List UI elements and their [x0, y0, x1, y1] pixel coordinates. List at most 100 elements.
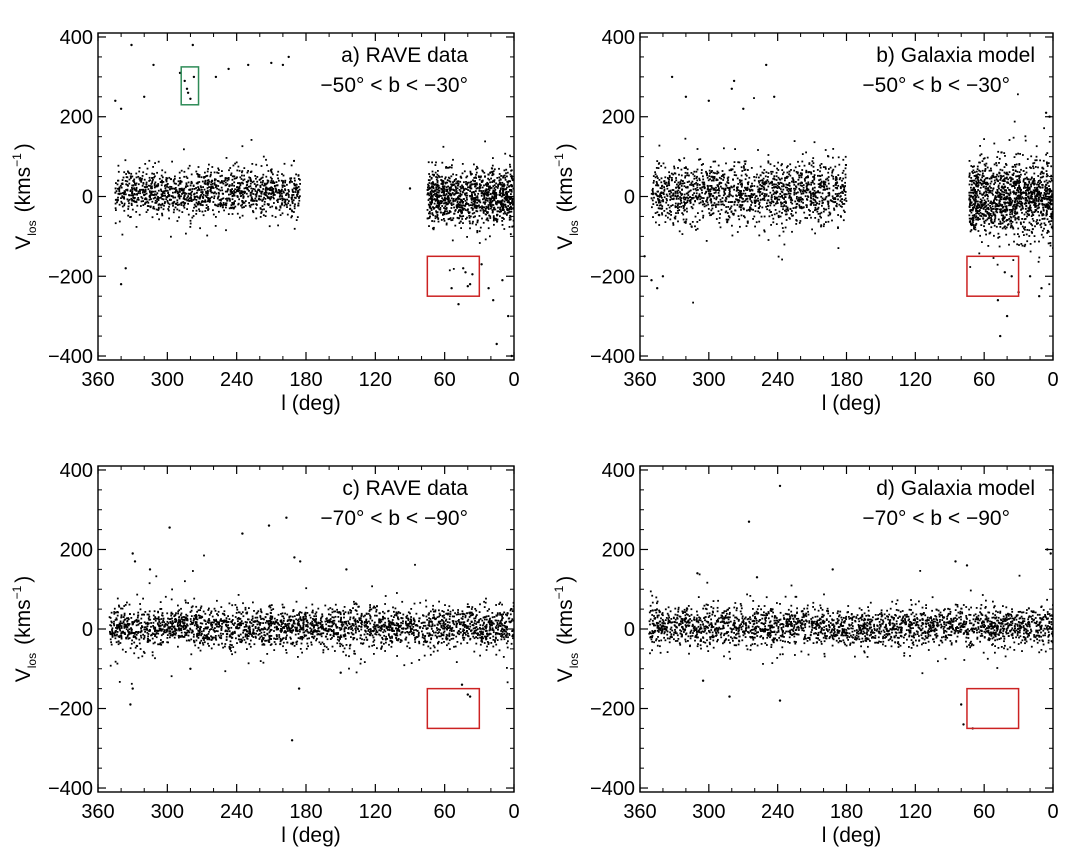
scatter-point [710, 171, 713, 173]
scatter-point [725, 198, 728, 200]
scatter-point [139, 188, 141, 191]
scatter-point [243, 167, 246, 169]
data-points [643, 63, 1053, 338]
scatter-point [983, 163, 986, 166]
scatter-point [767, 239, 770, 241]
scatter-point [740, 179, 743, 182]
scatter-point [702, 183, 705, 186]
scatter-point [456, 187, 459, 190]
scatter-point [230, 190, 233, 192]
scatter-point [447, 212, 449, 215]
scatter-point [483, 171, 486, 174]
scatter-point [492, 185, 495, 187]
scatter-point [819, 212, 821, 215]
y-label-subscript: los [25, 220, 39, 235]
scatter-point [509, 202, 512, 204]
scatter-point [125, 176, 128, 178]
scatter-point [148, 180, 151, 182]
scatter-point [217, 196, 220, 199]
scatter-point [714, 189, 716, 191]
scatter-point [816, 210, 819, 213]
scatter-point [824, 167, 827, 170]
scatter-point [289, 177, 292, 180]
scatter-point [211, 191, 214, 194]
scatter-point [663, 180, 665, 183]
scatter-point [204, 176, 207, 178]
scatter-point [165, 179, 168, 182]
outlier-point [186, 91, 190, 95]
scatter-point [712, 160, 715, 163]
scatter-point [207, 197, 209, 199]
scatter-point [789, 163, 792, 166]
scatter-point [427, 186, 429, 189]
scatter-point [778, 178, 781, 181]
scatter-point [979, 198, 982, 201]
scatter-point [436, 181, 439, 184]
scatter-point [441, 197, 443, 200]
scatter-point [817, 191, 820, 194]
scatter-point [212, 213, 215, 216]
scatter-point [510, 202, 513, 205]
scatter-point [485, 218, 488, 221]
scatter-point [999, 222, 1002, 225]
scatter-point [1016, 188, 1019, 190]
scatter-point [758, 188, 761, 191]
scatter-point [999, 179, 1002, 181]
scatter-point [190, 180, 193, 183]
scatter-point [702, 214, 705, 217]
scatter-point [500, 192, 502, 195]
scatter-point [785, 210, 788, 213]
scatter-point [759, 179, 762, 182]
scatter-point [1018, 163, 1021, 165]
scatter-point [506, 212, 509, 214]
scatter-point [702, 175, 704, 178]
scatter-point [834, 201, 837, 203]
scatter-point [461, 186, 464, 189]
scatter-point [241, 181, 243, 184]
scatter-point [700, 172, 703, 174]
scatter-point [437, 220, 440, 223]
scatter-point [696, 183, 699, 185]
scatter-point [446, 190, 449, 193]
scatter-point [155, 193, 158, 196]
scatter-point [504, 204, 507, 206]
scatter-point [492, 157, 494, 159]
scatter-point [260, 195, 262, 198]
scatter-point [429, 207, 432, 210]
scatter-point [481, 186, 484, 189]
scatter-point [441, 188, 443, 191]
scatter-point [157, 184, 160, 187]
scatter-point [792, 207, 795, 209]
scatter-point [1001, 218, 1004, 220]
scatter-point [723, 190, 726, 193]
scatter-point [508, 218, 511, 221]
scatter-point [1023, 187, 1025, 189]
scatter-point [778, 187, 781, 189]
scatter-point [776, 184, 779, 187]
scatter-point [731, 168, 734, 171]
scatter-point [152, 166, 154, 168]
scatter-point [459, 195, 461, 198]
scatter-point [726, 212, 729, 214]
scatter-point [154, 199, 157, 202]
scatter-point [988, 215, 991, 218]
scatter-point [828, 193, 831, 195]
scatter-point [973, 175, 976, 177]
scatter-point [428, 182, 431, 184]
scatter-point [461, 184, 463, 187]
scatter-point [669, 196, 672, 199]
scatter-point [724, 199, 727, 202]
scatter-point [1051, 193, 1053, 195]
scatter-point [154, 175, 156, 178]
scatter-point [430, 196, 432, 198]
scatter-point [449, 211, 452, 213]
scatter-point [459, 194, 462, 197]
scatter-point [689, 183, 691, 186]
scatter-point [151, 200, 154, 203]
scatter-point [446, 196, 449, 199]
scatter-point [652, 193, 654, 196]
scatter-point [775, 179, 778, 181]
scatter-point [1049, 200, 1052, 203]
scatter-point [968, 220, 971, 223]
scatter-point [969, 200, 972, 203]
